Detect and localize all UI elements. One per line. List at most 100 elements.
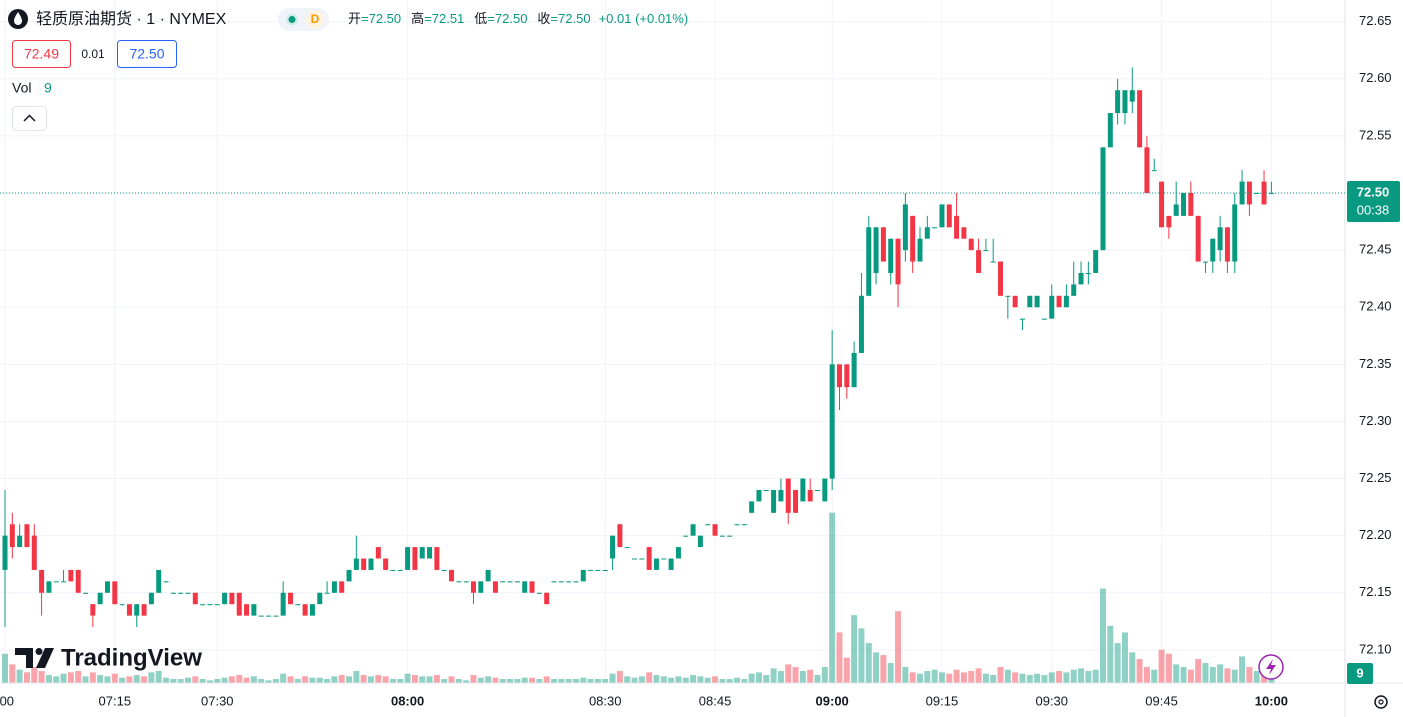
- y-tick-label: 72.15: [1359, 584, 1392, 599]
- volume-bar: [214, 679, 221, 683]
- volume-bar: [616, 671, 623, 683]
- volume-bar: [170, 679, 177, 683]
- volume-bar: [814, 675, 821, 683]
- volume-bar: [558, 679, 565, 683]
- candle-body: [427, 547, 433, 559]
- volume-bar: [1195, 659, 1202, 683]
- volume-bar: [280, 673, 287, 683]
- candle-body: [1063, 295, 1069, 308]
- y-tick-label: 72.35: [1359, 356, 1392, 371]
- volume-bar: [609, 673, 616, 683]
- candle-body: [932, 227, 938, 229]
- x-tick-label: 10:00: [1255, 693, 1288, 708]
- volume-bar: [389, 679, 396, 683]
- legend-value: =72.51: [424, 11, 464, 26]
- volume-bar: [1004, 669, 1011, 683]
- candle-body: [1202, 261, 1208, 263]
- time-axis: :00 07:15 07:30 08:00 08:30 08:45 09:00 09:15 09…: [0, 693, 1288, 708]
- volume-bar: [1048, 672, 1055, 683]
- candle-body: [946, 204, 952, 228]
- candle-body: [895, 238, 901, 285]
- volume-bar: [368, 676, 374, 683]
- logo-dot: [35, 648, 43, 655]
- candle-body: [90, 604, 96, 616]
- bid-button[interactable]: [12, 40, 71, 68]
- symbol-title[interactable]: 轻质原油期货 · 1 · NYMEX: [36, 10, 227, 28]
- collapse-button[interactable]: [12, 106, 47, 131]
- candles: [2, 67, 1274, 628]
- volume-bar: [309, 677, 316, 683]
- volume-bar: [287, 676, 294, 683]
- candle-body: [97, 592, 103, 605]
- spread: 0.01: [81, 47, 105, 61]
- candle-body: [844, 364, 850, 388]
- candle-body: [602, 569, 608, 571]
- volume-bar: [865, 643, 872, 683]
- candle-body: [119, 604, 125, 606]
- candle-body: [741, 524, 747, 526]
- candle-body: [580, 569, 586, 582]
- candle-body: [793, 489, 799, 513]
- volume-bar: [748, 673, 755, 683]
- volume-bar: [199, 679, 206, 683]
- y-tick-label: 72.10: [1359, 641, 1392, 656]
- volume-bar: [82, 676, 89, 683]
- candle-body: [1254, 193, 1260, 195]
- volume-bar: [206, 680, 213, 683]
- volume-bar: [148, 672, 155, 683]
- candle-body: [17, 535, 23, 548]
- volume-bar: [851, 615, 858, 683]
- watermark-text: TradingView: [61, 644, 202, 671]
- candle-body: [880, 227, 886, 262]
- ask-button[interactable]: [117, 40, 177, 68]
- candle-body: [287, 592, 293, 605]
- legend-label: 开: [348, 11, 361, 26]
- candle-body: [273, 615, 279, 617]
- candle-body: [1012, 295, 1018, 308]
- volume-bar: [45, 675, 52, 683]
- volume-bar: [594, 679, 601, 683]
- y-tick-label: 72.45: [1359, 242, 1392, 257]
- candle-body: [112, 581, 118, 605]
- x-tick-label: 09:45: [1145, 693, 1178, 708]
- overlay: 72.50 00:38 9: [0, 181, 1400, 684]
- candle-body: [280, 592, 286, 616]
- volume-bar: [448, 676, 455, 683]
- candle-body: [551, 581, 557, 583]
- volume-bar: [1041, 675, 1048, 683]
- candle-body: [990, 261, 996, 263]
- candle-body: [1049, 295, 1055, 319]
- volume-bar: [265, 680, 272, 683]
- candle-body: [456, 581, 462, 583]
- candle-body: [156, 569, 162, 593]
- candle-body: [1246, 181, 1252, 205]
- candle-body: [646, 547, 652, 570]
- candle-body: [200, 604, 206, 606]
- volume-bar: [638, 676, 645, 683]
- volume-bar: [477, 677, 484, 683]
- candle-body: [815, 489, 821, 491]
- volume-bar: [60, 673, 67, 683]
- candle-body: [785, 478, 791, 513]
- volume-bar: [250, 676, 257, 683]
- volume-bar: [895, 611, 902, 683]
- candle-body: [917, 238, 923, 262]
- candle-body: [397, 569, 403, 571]
- candle-body: [1188, 193, 1194, 216]
- volume-bar: [258, 679, 265, 683]
- candle-body: [368, 558, 374, 570]
- candle-body: [954, 215, 960, 239]
- volume-bar: [441, 679, 448, 683]
- volume-bar: [23, 672, 30, 683]
- delay-badge: [306, 10, 324, 29]
- candle-body: [1261, 181, 1267, 205]
- volume-bar: [1151, 669, 1158, 683]
- settings-button[interactable]: [1374, 695, 1388, 709]
- volume-bar: [126, 676, 133, 683]
- candle-body: [668, 558, 674, 570]
- volume-bar: [177, 679, 184, 683]
- volume-bar: [807, 669, 814, 683]
- volume-legend-label: Vol: [12, 80, 31, 96]
- candle-body: [778, 489, 784, 502]
- volume-bar: [53, 676, 60, 683]
